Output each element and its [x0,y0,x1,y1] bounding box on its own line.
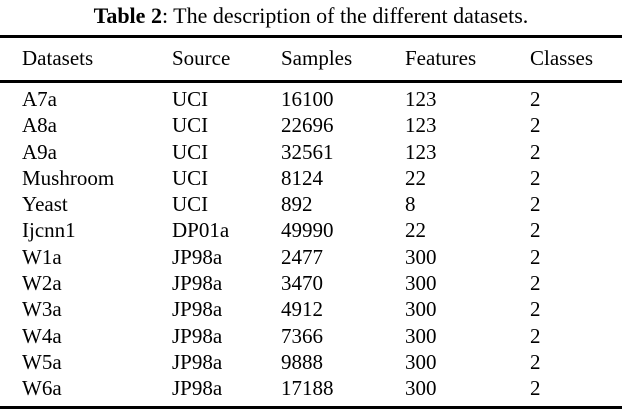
table-cell: UCI [172,165,209,190]
table-cell: Ijcnn1 [22,218,76,243]
table-cell: A7a [22,87,57,111]
table-body: A7a UCI 16100 123 2 A8a UCI 22696 123 2 A9a UCI 3256… [0,82,622,408]
table-cell: UCI [172,87,209,111]
table-cell: 892 [281,192,313,217]
table-cell: Yeast [22,192,68,217]
table-row: W1a JP98a 2477 300 2 [0,244,622,270]
table-cell: 123 [405,139,437,164]
table-cell: 2 [530,376,541,401]
table-cell: 9888 [281,349,323,374]
table-cell: W1a [22,244,62,269]
table-cell: 2 [530,244,541,269]
table-cell: 300 [405,244,437,269]
table-cell: 3470 [281,271,323,296]
table-caption-text: : The description of the different datas… [161,3,529,28]
table-cell: 2 [530,323,541,348]
table-row: Ijcnn1 DP01a 49990 22 2 [0,217,622,243]
table-cell: UCI [172,139,209,164]
table-cell: 16100 [281,87,334,111]
column-header-classes: Classes [530,46,593,70]
table-row: W4a JP98a 7366 300 2 [0,323,622,349]
table-cell: 8 [405,192,416,217]
table-caption-label: Table 2 [93,3,162,28]
table-cell: 2 [530,113,541,138]
table-cell: 2 [530,165,541,190]
datasets-table: Datasets Source Samples Features Classes A7a… [0,35,622,409]
table-cell: JP98a [172,297,223,322]
table-cell: 123 [405,113,437,138]
table-cell: 32561 [281,139,334,164]
table-cell: W4a [22,323,62,348]
table-row: Yeast UCI 892 8 2 [0,191,622,217]
table-cell: 8124 [281,165,323,190]
table-cell: 22 [405,165,426,190]
table-caption: Table 2: The description of the differen… [0,0,622,29]
table-cell: 300 [405,271,437,296]
table-row: A8a UCI 22696 123 2 [0,112,622,138]
table-row: A9a UCI 32561 123 2 [0,139,622,165]
table-cell: JP98a [172,271,223,296]
table-row: W6a JP98a 17188 300 2 [0,375,622,407]
table-cell: 2 [530,218,541,243]
table-cell: 2 [530,192,541,217]
column-header-samples: Samples [281,46,353,70]
table-row: W3a JP98a 4912 300 2 [0,296,622,322]
table-cell: 2477 [281,244,323,269]
table-cell: W5a [22,349,62,374]
column-header-features: Features [405,46,477,70]
table-cell: 4912 [281,297,323,322]
table-cell: UCI [172,113,209,138]
table-header-row: Datasets Source Samples Features Classes [0,37,622,82]
table-row: W2a JP98a 3470 300 2 [0,270,622,296]
column-header-datasets: Datasets [22,46,94,70]
table-cell: JP98a [172,376,223,401]
table-cell: W2a [22,271,62,296]
table-cell: 123 [405,87,437,111]
table-row: W5a JP98a 9888 300 2 [0,349,622,375]
table-cell: 300 [405,376,437,401]
table-cell: 2 [530,297,541,322]
table-cell: JP98a [172,349,223,374]
table-cell: 300 [405,323,437,348]
table-cell: 7366 [281,323,323,348]
table-cell: Mushroom [22,165,115,190]
table-cell: 300 [405,297,437,322]
table-row: Mushroom UCI 8124 22 2 [0,165,622,191]
table-cell: 2 [530,139,541,164]
table-cell: 17188 [281,376,334,401]
table-cell: 22 [405,218,426,243]
table-cell: 49990 [281,218,334,243]
table-cell: A8a [22,113,57,138]
table-cell: 2 [530,349,541,374]
table-cell: JP98a [172,323,223,348]
table-cell: 2 [530,271,541,296]
table-cell: UCI [172,192,209,217]
table-cell: 300 [405,349,437,374]
table-cell: DP01a [172,218,230,243]
table-cell: W3a [22,297,62,322]
table-cell: 22696 [281,113,334,138]
table-row: A7a UCI 16100 123 2 [0,82,622,113]
column-header-source: Source [172,46,231,70]
table-cell: W6a [22,376,62,401]
table-cell: JP98a [172,244,223,269]
table-cell: 2 [530,87,541,111]
table-cell: A9a [22,139,57,164]
